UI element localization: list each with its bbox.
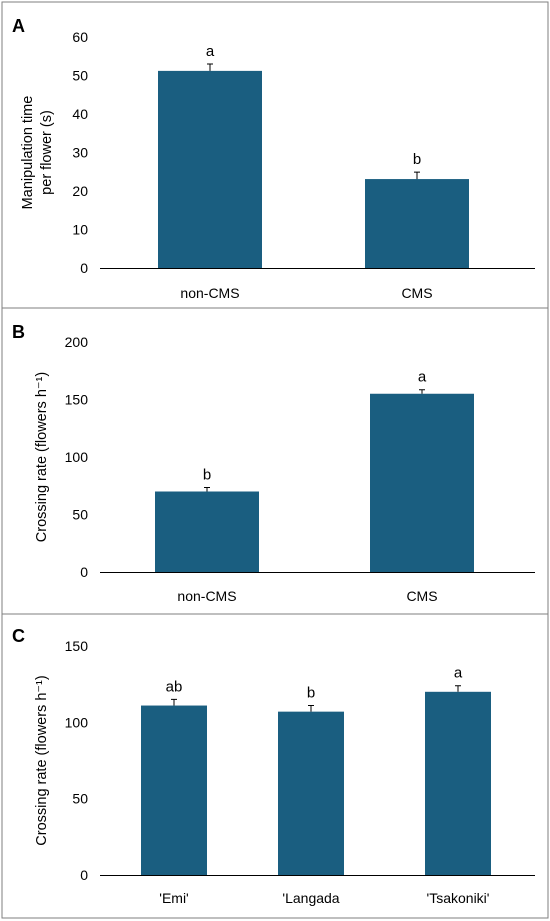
y-tick-label: 200	[65, 334, 89, 350]
bar	[141, 705, 207, 875]
y-tick-label: 150	[65, 392, 89, 408]
y-tick-label: 0	[80, 564, 88, 580]
bar	[365, 179, 469, 268]
y-tick-label: 100	[65, 714, 89, 730]
x-tick-label: CMS	[406, 588, 437, 604]
x-tick-label: 'Tsakoniki'	[427, 890, 490, 906]
error-bar	[207, 63, 213, 71]
error-bar	[419, 389, 425, 394]
y-tick-label: 60	[72, 29, 88, 45]
x-tick-label: CMS	[401, 285, 432, 301]
x-tick-label: 'Emi'	[159, 890, 188, 906]
error-bar	[204, 486, 210, 492]
y-tick-label: 50	[72, 507, 88, 523]
error-bar	[171, 698, 177, 706]
y-tick-label: 20	[72, 183, 88, 199]
panel-letter: C	[12, 626, 25, 646]
error-bar	[414, 171, 420, 180]
x-tick-label: non-CMS	[180, 285, 239, 301]
y-tick-label: 40	[72, 106, 88, 122]
bar	[158, 70, 262, 268]
panel-letter: B	[12, 322, 25, 342]
panel-letter: A	[12, 16, 25, 36]
significance-letter: b	[203, 466, 211, 483]
y-axis-title: Crossing rate (flowers h⁻¹)	[34, 675, 50, 845]
significance-letter: b	[413, 151, 421, 168]
panel-b: B 0 50 100 150 200 Crossing rate (flowers h⁻¹)…	[1, 307, 549, 615]
y-tick-label: 50	[72, 791, 88, 807]
bar	[278, 711, 344, 875]
error-bar	[455, 685, 461, 692]
panel-a: A 0 10 20 30 40 50 60 Manipulation time per flowe…	[1, 1, 549, 309]
y-tick-label: 150	[65, 638, 89, 654]
y-axis-title: Crossing rate (flowers h⁻¹)	[34, 372, 50, 542]
significance-letter: a	[418, 369, 427, 386]
x-tick-label: non-CMS	[177, 588, 236, 604]
bar	[155, 491, 259, 572]
bar	[370, 393, 474, 572]
y-tick-label: 50	[72, 68, 88, 84]
y-axis-title: Manipulation time	[20, 96, 36, 210]
x-tick-label: 'Langada	[282, 890, 339, 906]
significance-letter: ab	[166, 678, 183, 695]
significance-letter: a	[206, 43, 215, 60]
y-tick-label: 0	[80, 867, 88, 883]
y-tick-label: 100	[65, 449, 89, 465]
significance-letter: a	[454, 665, 463, 682]
y-tick-label: 30	[72, 145, 88, 161]
significance-letter: b	[307, 685, 315, 702]
y-tick-label: 10	[72, 222, 88, 238]
error-bar	[308, 705, 314, 712]
y-tick-label: 0	[80, 260, 88, 276]
y-axis-title: per flower (s)	[39, 110, 55, 195]
bar	[425, 691, 491, 875]
